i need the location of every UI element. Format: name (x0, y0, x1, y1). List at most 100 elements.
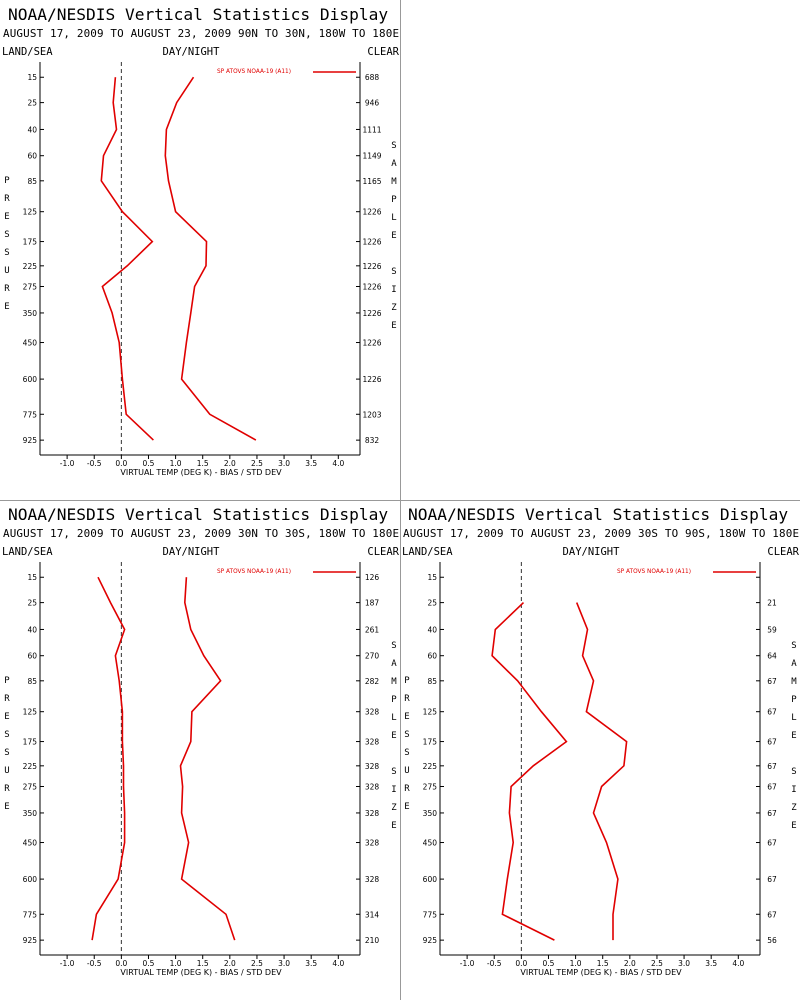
x-tick-label: 3.0 (278, 959, 290, 968)
subtitle: AUGUST 17, 2009 TO AUGUST 23, 2009 30N T… (3, 527, 399, 540)
sample-size-label: 67 (767, 809, 777, 818)
sample-size-label: 832 (365, 436, 380, 445)
y-tick-label: 350 (23, 809, 38, 818)
y-tick-label: 175 (23, 238, 38, 247)
center-header: DAY/NIGHT (563, 546, 621, 558)
y-tick-label: 175 (423, 738, 438, 747)
sample-size-label: 1226 (362, 208, 381, 217)
sample-size-label: 1111 (362, 125, 381, 134)
y-tick-label: 25 (427, 599, 437, 608)
y-tick-label: 40 (427, 625, 437, 634)
sample-size-label: 1226 (362, 262, 381, 271)
y2-axis-label: SAMPLE SIZE (789, 641, 799, 839)
sample-size-label: 1226 (362, 375, 381, 384)
y-tick-label: 275 (23, 782, 38, 791)
sample-size-label: 1226 (362, 238, 381, 247)
sample-size-label: 328 (365, 708, 380, 717)
sample-size-label: 64 (767, 652, 777, 661)
x-tick-label: 3.5 (305, 459, 317, 468)
panel: NOAA/NESDIS Vertical Statistics Display A… (0, 0, 400, 500)
y-tick-label: 775 (423, 910, 438, 919)
sample-size-label: 1149 (362, 152, 381, 161)
y-tick-label: 60 (27, 652, 37, 661)
sample-size-label: 270 (365, 652, 380, 661)
x-tick-label: -0.5 (87, 459, 102, 468)
panel: NOAA/NESDIS Vertical Statistics Display A… (400, 500, 800, 1000)
y-tick-label: 85 (427, 677, 437, 686)
sample-size-label: 946 (365, 99, 380, 108)
y-tick-label: 225 (423, 762, 438, 771)
x-tick-label: 1.0 (170, 459, 182, 468)
sample-size-label: 1226 (362, 282, 381, 291)
x-tick-label: 0.0 (115, 959, 127, 968)
sample-size-label: 21 (767, 599, 777, 608)
y-tick-label: 60 (427, 652, 437, 661)
x-axis-label: VIRTUAL TEMP (DEG K) - BIAS / STD DEV (120, 468, 282, 477)
x-tick-label: 0.0 (515, 959, 527, 968)
std-dev-line (575, 602, 628, 941)
sample-size-label: 328 (365, 809, 380, 818)
right-header: CLEAR (767, 546, 799, 558)
sample-size-label: 314 (365, 910, 380, 919)
sample-size-label: 67 (767, 738, 777, 747)
y-tick-label: 85 (27, 177, 37, 186)
panel: NOAA/NESDIS Vertical Statistics Display A… (0, 500, 400, 1000)
bias-line (100, 77, 154, 441)
sample-size-label: 67 (767, 875, 777, 884)
x-tick-label: 4.0 (332, 459, 344, 468)
x-tick-label: 2.5 (251, 959, 263, 968)
sample-size-label: 59 (767, 625, 777, 634)
sample-size-label: 67 (767, 677, 777, 686)
x-tick-label: -0.5 (487, 959, 502, 968)
y-tick-label: 350 (423, 809, 438, 818)
sample-size-label: 67 (767, 708, 777, 717)
left-header: LAND/SEA (2, 46, 53, 58)
y-tick-label: 450 (423, 839, 438, 848)
x-tick-label: 0.0 (115, 459, 127, 468)
sample-size-label: 328 (365, 782, 380, 791)
std-dev-line (164, 76, 257, 441)
y-tick-label: 925 (423, 936, 438, 945)
y-tick-label: 775 (23, 910, 38, 919)
chart: NOAA/NESDIS Vertical Statistics Display A… (2, 5, 400, 477)
x-tick-label: 2.0 (224, 959, 236, 968)
x-tick-label: -0.5 (87, 959, 102, 968)
sample-size-label: 67 (767, 839, 777, 848)
legend-label: SP ATOVS NOAA-19 (A11) (617, 569, 691, 575)
y-tick-label: 275 (423, 782, 438, 791)
sample-size-label: 1165 (362, 177, 381, 186)
y-tick-label: 600 (423, 875, 438, 884)
center-header: DAY/NIGHT (163, 46, 221, 58)
bias-line (491, 602, 568, 941)
sample-size-label: 282 (365, 677, 380, 686)
x-tick-label: 3.0 (278, 459, 290, 468)
x-tick-label: 0.5 (543, 959, 555, 968)
x-tick-label: -1.0 (60, 459, 75, 468)
y-tick-label: 225 (23, 262, 38, 271)
y-tick-label: 600 (23, 875, 38, 884)
y-tick-label: 600 (23, 375, 38, 384)
y-tick-label: 125 (423, 708, 438, 717)
title: NOAA/NESDIS Vertical Statistics Display (8, 505, 388, 524)
std-dev-line (179, 577, 236, 941)
y-tick-label: 25 (27, 99, 37, 108)
sample-size-label: 56 (767, 936, 777, 945)
y-axis-label: PRESSURE (2, 676, 12, 820)
y-tick-label: 40 (27, 125, 37, 134)
left-header: LAND/SEA (2, 546, 53, 558)
title: NOAA/NESDIS Vertical Statistics Display (408, 505, 788, 524)
bias-line (91, 576, 126, 941)
y-axis-label: PRESSURE (2, 176, 12, 320)
sample-size-label: 126 (365, 573, 380, 582)
sample-size-label: 67 (767, 782, 777, 791)
center-header: DAY/NIGHT (163, 546, 221, 558)
x-tick-label: 2.5 (251, 459, 263, 468)
y-tick-label: 15 (427, 573, 437, 582)
sample-size-label: 328 (365, 762, 380, 771)
x-tick-label: 0.5 (143, 959, 155, 968)
subtitle: AUGUST 17, 2009 TO AUGUST 23, 2009 30S T… (403, 527, 799, 540)
sample-size-label: 328 (365, 875, 380, 884)
chart: NOAA/NESDIS Vertical Statistics Display A… (2, 505, 400, 977)
y-tick-label: 925 (23, 436, 38, 445)
